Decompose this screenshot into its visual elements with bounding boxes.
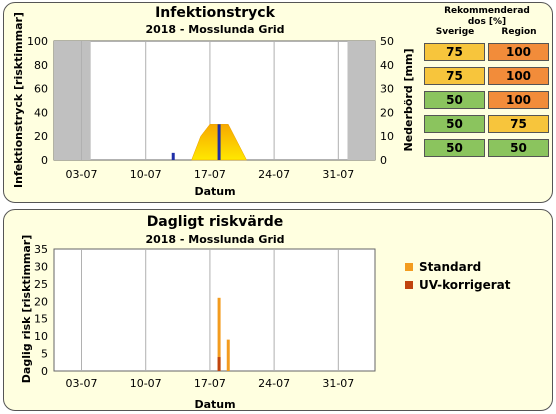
- dose-col-sverige: Sverige: [435, 27, 475, 37]
- y-tick-label: 100: [27, 35, 48, 48]
- x-tick-label: 31-07: [322, 377, 354, 390]
- y-tick-label: 5: [41, 348, 48, 361]
- x-tick-label: 24-07: [258, 377, 290, 390]
- y2-tick-label: 0: [380, 154, 387, 167]
- plot-area: [53, 248, 376, 372]
- dose-cell-region: 100: [488, 43, 549, 61]
- y-tick-label: 10: [34, 330, 48, 343]
- precipitation-bar: [171, 152, 175, 160]
- x-axis-label: Datum: [194, 398, 235, 411]
- dose-cell-region: 75: [488, 115, 549, 133]
- y-tick-label: 15: [34, 313, 48, 326]
- shaded-region: [347, 41, 375, 160]
- x-tick-label: 17-07: [194, 168, 226, 181]
- legend-swatch-uv: [405, 281, 413, 289]
- y-tick-label: 0: [41, 365, 48, 378]
- x-tick-label: 03-07: [66, 168, 98, 181]
- bar-standard: [217, 297, 221, 371]
- chart-subtitle: 2018 - Mosslunda Grid: [145, 233, 284, 246]
- y-tick-label: 25: [34, 278, 48, 291]
- precipitation-bar: [217, 124, 221, 160]
- dose-cell-region: 50: [488, 139, 549, 157]
- legend-label-standard: Standard: [419, 260, 481, 274]
- daily-risk-chart: Dagligt riskvärde 2018 - Mosslunda Grid …: [20, 214, 511, 411]
- y-axis-label: Infektionstryck [risktimmar]: [12, 12, 25, 188]
- x-tick-label: 24-07: [258, 168, 290, 181]
- legend-label-uv: UV-korrigerat: [419, 278, 511, 292]
- y-tick-label: 35: [34, 243, 48, 256]
- y2-tick-label: 20: [380, 106, 394, 119]
- y-tick-label: 20: [34, 130, 48, 143]
- legend: Standard UV-korrigerat: [405, 260, 511, 292]
- y2-axis-label: Nederbörd [mm]: [402, 49, 415, 152]
- dose-cell-region: 100: [488, 67, 549, 85]
- y-tick-label: 0: [41, 154, 48, 167]
- y2-tick-label: 30: [380, 83, 394, 96]
- y2-tick-label: 10: [380, 130, 394, 143]
- x-tick-label: 03-07: [66, 377, 98, 390]
- y-tick-label: 60: [34, 83, 48, 96]
- y2-tick-label: 50: [380, 35, 394, 48]
- infection-pressure-chart: Infektionstryck 2018 - Mosslunda Grid 0 2…: [12, 5, 415, 198]
- x-tick-label: 17-07: [194, 377, 226, 390]
- x-axis-label: Datum: [194, 185, 235, 198]
- shaded-region: [54, 41, 91, 160]
- dose-col-region: Region: [501, 27, 537, 37]
- y-tick-label: 30: [34, 260, 48, 273]
- dose-table-title-2: dos [%]: [467, 17, 507, 27]
- dose-cell-region: 100: [488, 91, 549, 109]
- chart-title: Infektionstryck: [155, 5, 276, 21]
- y-tick-label: 80: [34, 59, 48, 72]
- y2-tick-label: 40: [380, 59, 394, 72]
- dose-cell-sverige: 50: [424, 115, 485, 133]
- dose-table-title-1: Rekommenderad: [444, 6, 530, 16]
- bar-uv-corrected: [217, 357, 221, 371]
- y-axis-label: Daglig risk [risktimmar]: [20, 235, 33, 383]
- chart-subtitle: 2018 - Mosslunda Grid: [145, 23, 284, 36]
- x-tick-label: 31-07: [322, 168, 354, 181]
- y-tick-label: 20: [34, 295, 48, 308]
- chart-title: Dagligt riskvärde: [147, 214, 284, 230]
- dose-cell-sverige: 50: [424, 139, 485, 157]
- dose-cell-sverige: 50: [424, 91, 485, 109]
- x-tick-label: 10-07: [130, 377, 162, 390]
- dose-cell-sverige: 75: [424, 67, 485, 85]
- x-tick-label: 10-07: [130, 168, 162, 181]
- legend-swatch-standard: [405, 263, 413, 271]
- dose-cell-sverige: 75: [424, 43, 485, 61]
- bar-standard: [226, 339, 230, 371]
- y-tick-label: 40: [34, 106, 48, 119]
